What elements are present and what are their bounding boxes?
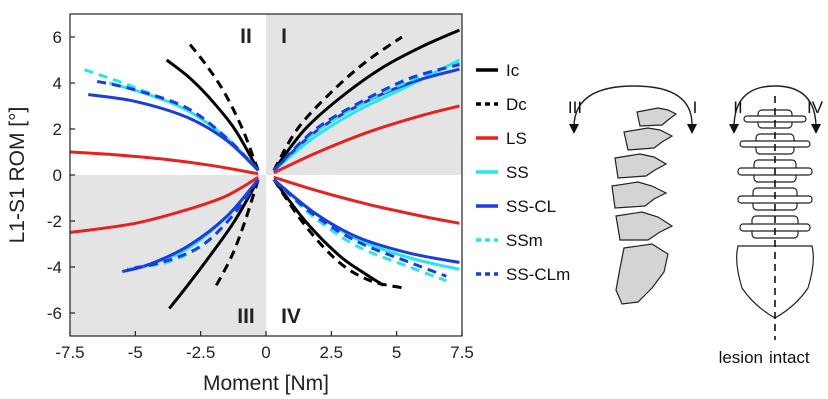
legend-label-dc: Dc	[506, 95, 527, 114]
data-curves	[69, 28, 461, 310]
x-tick-label: -5	[128, 343, 143, 362]
curve-ss-clm-4	[272, 178, 447, 278]
x-tick-label: -7.5	[55, 343, 84, 362]
sacrum	[615, 243, 669, 305]
lateral-bending-arrow	[733, 85, 817, 127]
y-tick-label: 0	[53, 166, 62, 185]
plot-area: -7.5 -5 -2.5 0 2.5 5 7.5 -6 -4 -2 0 2 4 6	[47, 13, 474, 362]
x-tick-label: 0	[261, 343, 270, 362]
x-tick-label: -2.5	[186, 343, 215, 362]
quadrant-label-III: III	[237, 305, 255, 328]
arrow-label-I: I	[693, 98, 698, 117]
curve-ic-3	[168, 178, 260, 310]
vertebra-L2	[623, 127, 674, 151]
x-tick-label: 2.5	[320, 343, 344, 362]
curve-ss-clm-1	[272, 63, 460, 172]
legend-label-ss-cl: SS-CL	[506, 197, 556, 216]
arrowhead-right	[687, 124, 697, 134]
arrowhead-left-2	[729, 124, 739, 134]
flexion-extension-arrow	[573, 85, 693, 127]
legend-label-ssm: SSm	[506, 231, 543, 250]
x-axis-label: Moment [Nm]	[203, 372, 329, 395]
y-tick-label: -4	[47, 258, 62, 277]
curve-ss-cl-2	[88, 93, 260, 172]
legend: Ic Dc LS SS SS-CL SSm SS-CLm	[476, 61, 570, 284]
lateral-spine: III I	[568, 85, 698, 305]
legend-label-ss: SS	[506, 163, 529, 182]
x-tick-label: 7.5	[450, 343, 474, 362]
label-lesion: lesion	[719, 348, 763, 367]
vertebra-L1	[636, 107, 678, 127]
quadrant-label-II: II	[240, 25, 252, 48]
y-tick-label: 2	[53, 120, 62, 139]
arrow-label-II: II	[733, 98, 742, 117]
curve-dc-4	[272, 178, 403, 290]
spine-diagram: III I II IV le	[568, 85, 824, 367]
y-tick-label: -6	[47, 304, 62, 323]
x-tick-label: 5	[392, 343, 401, 362]
vertebra-L3	[614, 153, 668, 179]
quadrant-label-I: I	[281, 25, 287, 48]
curve-ls-1	[273, 104, 460, 175]
frontal-spine: II IV lesion intact	[719, 85, 824, 367]
y-axis-label: L1-S1 ROM [°]	[6, 107, 29, 244]
curve-ss-clm-2	[93, 79, 260, 172]
curve-dc-2	[186, 40, 260, 171]
legend-label-ic: Ic	[506, 61, 520, 80]
y-tick-label: -2	[47, 212, 62, 231]
label-intact: intact	[769, 348, 810, 367]
arrow-label-IV: IV	[807, 98, 824, 117]
vertebra-L4	[611, 181, 668, 209]
curve-ls-2	[69, 150, 259, 176]
curve-ic-2	[165, 58, 260, 172]
curve-ls-3	[69, 176, 259, 234]
arrowhead-left	[569, 124, 579, 134]
curve-ss-clm-3	[127, 178, 260, 271]
arrow-label-III: III	[568, 98, 582, 117]
vertebra-L5	[615, 211, 674, 241]
quadrant-label-IV: IV	[281, 305, 301, 328]
curve-dc-3	[214, 179, 260, 287]
curve-ic-4	[272, 178, 385, 287]
legend-label-ls: LS	[506, 129, 527, 148]
curve-ls-4	[273, 175, 460, 225]
legend-label-ss-clm: SS-CLm	[506, 265, 570, 284]
curve-dc-1	[272, 35, 403, 172]
y-tick-label: 4	[53, 74, 62, 93]
axis-ticks: -7.5 -5 -2.5 0 2.5 5 7.5 -6 -4 -2 0 2 4 6	[47, 28, 474, 362]
arrowhead-right-2	[811, 124, 821, 134]
y-tick-label: 6	[53, 28, 62, 47]
curve-ic-1	[272, 28, 461, 172]
